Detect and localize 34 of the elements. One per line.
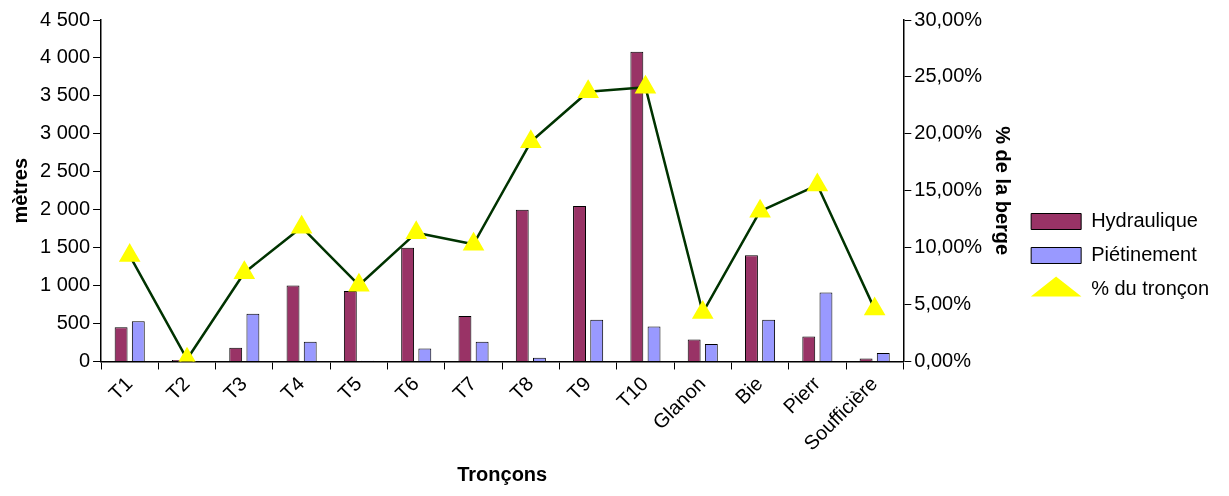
x-tick-label: T3 (218, 372, 252, 405)
legend-label: Hydraulique (1091, 209, 1198, 232)
y-tick-label: 4 000 (39, 45, 91, 68)
x-tick-label: T8 (505, 372, 538, 405)
y-tick-label: 3 000 (39, 121, 91, 144)
y2-tick-label: 30,00% (914, 7, 983, 30)
y-tick-label: 3 500 (39, 83, 91, 106)
y-tick-label: 1 500 (39, 235, 91, 258)
y2-tick-label: 10,00% (914, 235, 983, 258)
y2-tick-label: 5,00% (914, 292, 972, 315)
y2-tick-label: 15,00% (914, 178, 983, 201)
y2-tick-label: 20,00% (914, 121, 983, 144)
y2-tick-label: 0,00% (914, 348, 972, 371)
legend-label: Piétinement (1091, 243, 1198, 266)
x-tick-label: T4 (276, 372, 309, 405)
y-axis-title: mètres (8, 157, 31, 224)
y2-axis-title: % de la berge (991, 126, 1014, 256)
y2-tick-label: 25,00% (914, 64, 983, 87)
y-tick-label: 0 (78, 348, 91, 371)
y-tick-label: 2 500 (39, 159, 91, 182)
x-tick-label: Bie (730, 372, 767, 409)
x-tick-label: T9 (562, 372, 595, 405)
x-tick-label: T7 (448, 372, 481, 405)
x-axis-title: Tronçons (457, 462, 548, 485)
x-tick-label: T2 (161, 372, 194, 405)
y-tick-label: 500 (56, 311, 91, 334)
x-tick-label: T6 (390, 372, 423, 405)
x-tick-label: T1 (104, 372, 137, 405)
y-tick-label: 2 000 (39, 197, 91, 220)
x-tick-label: T5 (333, 372, 366, 405)
x-tick-label: T10 (612, 372, 653, 413)
y-tick-label: 4 500 (39, 7, 91, 30)
legend-label: % du tronçon (1091, 277, 1210, 300)
y-tick-label: 1 000 (39, 273, 91, 296)
